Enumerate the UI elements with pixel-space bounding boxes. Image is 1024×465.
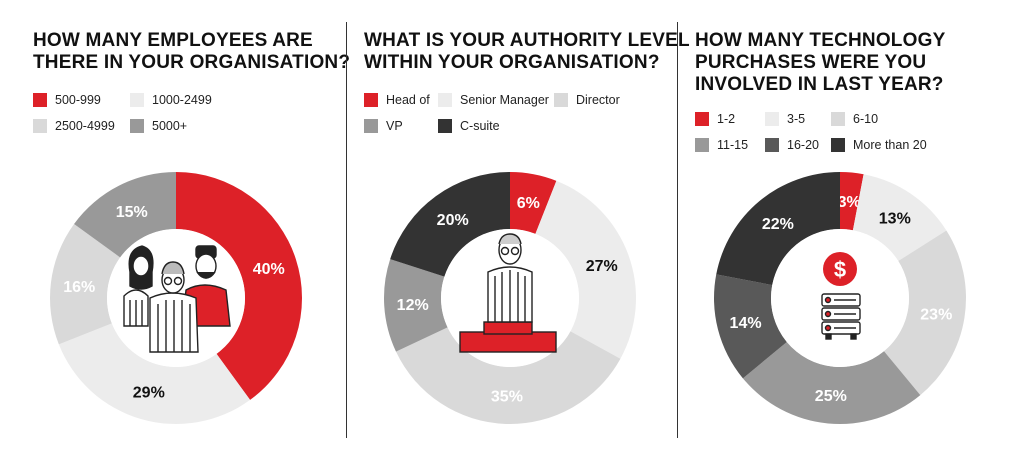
title-line: WITHIN YOUR ORGANISATION? [364,52,660,73]
dollar-symbol: $ [834,257,846,282]
donut-slice-1 [840,172,864,231]
title-line: HOW MANY TECHNOLOGY [695,30,946,51]
donut-slice-4 [74,172,176,258]
donut-slice-5 [390,172,510,277]
slice-percent-label: 6% [517,195,540,212]
donut-slice-2 [852,174,947,262]
slice-percent-label: 23% [920,306,952,323]
donut-slice-3 [49,223,121,345]
slice-percent-label: 20% [437,212,469,229]
slice-percent-label: 13% [879,210,911,227]
donut-slice-5 [714,274,787,379]
people-group-icon [123,245,231,353]
authority-chart-title: WHAT IS YOUR AUTHORITY LEVEL WITHIN YOUR… [364,30,690,74]
man-on-podium-icon [459,233,557,353]
donut-slice-4 [742,341,921,424]
divider-right [677,22,678,438]
slice-percent-label: 12% [397,297,429,314]
slice-percent-label: 29% [133,385,165,402]
donut-slice-3 [395,327,621,424]
slice-percent-label: 15% [116,204,148,221]
slice-percent-label: 40% [253,261,285,278]
donut-slice-2 [535,180,636,359]
slice-percent-label: 25% [815,388,847,405]
slice-percent-label: 16% [63,279,95,296]
purchases-donut: 3% 13% 23% 25% 14% 22% [714,172,966,424]
slice-percent-label: 35% [491,388,523,405]
slice-percent-label: 3% [838,194,861,211]
title-line: WHAT IS YOUR AUTHORITY LEVEL [364,30,690,51]
title-line: HOW MANY EMPLOYEES ARE [33,30,313,51]
title-line: INVOLVED IN LAST YEAR? [695,74,944,95]
slice-percent-label: 27% [586,258,618,275]
donut-slice-4 [384,259,448,352]
slice-percent-label: 22% [762,216,794,233]
donut-slice-6 [716,172,840,286]
purchases-chart-title: HOW MANY TECHNOLOGY PURCHASES WERE YOU I… [695,30,945,96]
divider-left [346,22,347,438]
donut-slice-3 [883,230,966,396]
donut-slice-2 [58,323,251,424]
dollar-server-icon: $ [821,252,861,340]
title-line: THERE IN YOUR ORGANISATION? [33,52,351,73]
donut-slice-1 [510,172,557,234]
title-line: PURCHASES WERE YOU [695,52,927,73]
donut-slice-1 [176,172,303,400]
slice-percent-label: 14% [730,315,762,332]
employees-chart-title: HOW MANY EMPLOYEES ARE THERE IN YOUR ORG… [33,30,350,74]
